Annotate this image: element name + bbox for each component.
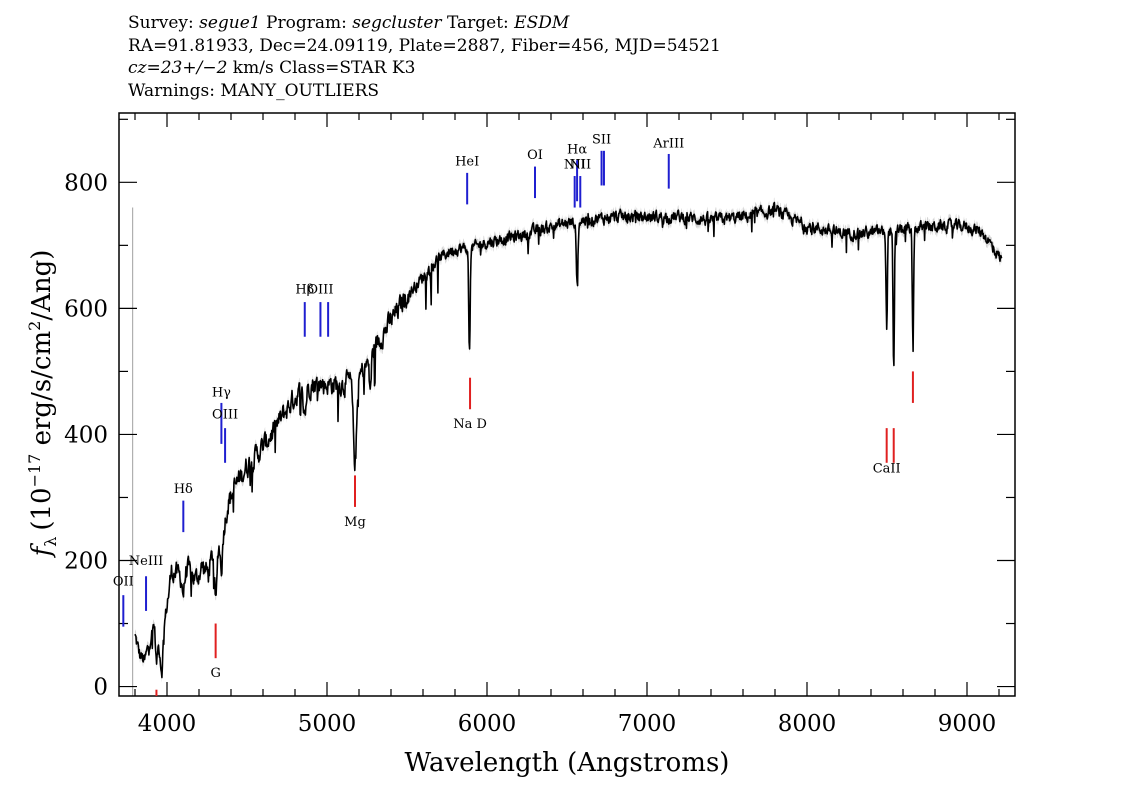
line-label: NII bbox=[564, 157, 586, 172]
line-label: Hβ bbox=[295, 282, 314, 297]
x-tick-label: 4000 bbox=[138, 711, 197, 737]
plot-frame bbox=[118, 112, 1016, 697]
y-tick-label: 800 bbox=[64, 170, 108, 196]
y-axis-exp1: −17 bbox=[25, 454, 44, 488]
x-tick-label: 6000 bbox=[458, 711, 517, 737]
y-axis-prefix: (10 bbox=[27, 487, 57, 530]
y-tick-label: 400 bbox=[64, 422, 108, 448]
line-label: Na D bbox=[453, 417, 487, 432]
header-line-4: Warnings: MANY_OUTLIERS bbox=[128, 80, 380, 101]
x-tick-label: 8000 bbox=[778, 711, 837, 737]
line-label: G bbox=[210, 666, 220, 681]
spectrum-line bbox=[134, 201, 1003, 679]
program-label: Program: bbox=[266, 13, 347, 33]
line-label: Mg bbox=[344, 515, 366, 530]
y-tick-label: 200 bbox=[64, 548, 108, 574]
line-label: Hγ bbox=[212, 386, 231, 401]
y-axis-exp2: 2 bbox=[25, 321, 44, 331]
line-label: NeIII bbox=[129, 554, 163, 569]
header-line-1: Survey: segue1 Program: segcluster Targe… bbox=[128, 12, 721, 35]
x-axis-title: Wavelength (Angstroms) bbox=[405, 748, 730, 778]
line-label: OII bbox=[113, 575, 134, 590]
header-line-2: RA=91.81933, Dec=24.09119, Plate=2887, F… bbox=[128, 35, 721, 56]
y-axis-title: fλ(10−17 erg/s/cm2/Ang) bbox=[25, 250, 60, 559]
line-label: OI bbox=[527, 148, 543, 163]
target-value: ESDM bbox=[514, 13, 570, 33]
y-axis-post: /Ang) bbox=[27, 250, 57, 321]
line-label: ArIII bbox=[652, 137, 684, 152]
line-label: Hδ bbox=[174, 482, 193, 497]
line-label: OIII bbox=[307, 282, 333, 297]
y-axis-lambda: λ bbox=[41, 537, 60, 547]
survey-label: Survey: bbox=[128, 13, 194, 33]
target-label: Target: bbox=[446, 13, 509, 33]
survey-value: segue1 bbox=[199, 13, 261, 33]
axis-ticks: 4000 5000 6000 7000 8000 9000 0 200 400 600 800 bbox=[64, 113, 1015, 737]
x-tick-label: 7000 bbox=[618, 711, 677, 737]
class-value: km/s Class=STAR K3 bbox=[227, 58, 416, 78]
x-tick-label: 9000 bbox=[938, 711, 997, 737]
line-label: HeI bbox=[455, 154, 479, 169]
line-label: Hα bbox=[567, 142, 587, 157]
program-value: segcluster bbox=[352, 13, 442, 33]
plot-area bbox=[132, 197, 1003, 696]
line-label: CaII bbox=[873, 461, 901, 476]
redshift-value: cz=23+/−2 bbox=[128, 58, 228, 78]
line-label: OIII bbox=[212, 408, 238, 423]
y-tick-label: 0 bbox=[93, 675, 108, 701]
y-axis-mid: erg/s/cm bbox=[27, 331, 57, 454]
line-label: NII bbox=[569, 157, 591, 172]
chart-header: Survey: segue1 Program: segcluster Targe… bbox=[128, 12, 721, 102]
y-tick-label: 600 bbox=[64, 296, 108, 322]
x-tick-label: 5000 bbox=[298, 711, 357, 737]
line-label: SII bbox=[592, 132, 611, 147]
header-line-3: cz=23+/−2 km/s Class=STAR K3 bbox=[128, 57, 721, 80]
